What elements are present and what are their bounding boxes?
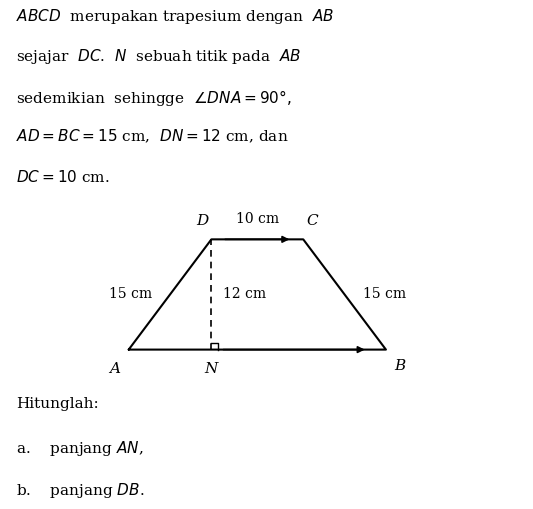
Text: sedemikian  sehingge  $\angle \mathit{DNA} = 90°,$: sedemikian sehingge $\angle \mathit{DNA}…: [16, 88, 292, 107]
Text: N: N: [205, 361, 218, 376]
Text: 12 cm: 12 cm: [223, 288, 266, 301]
Text: A: A: [109, 361, 120, 376]
Text: 15 cm: 15 cm: [363, 288, 406, 301]
Text: b.    panjang $\mathit{DB}$.: b. panjang $\mathit{DB}$.: [16, 481, 144, 500]
Text: sejajar  $\mathit{DC}$.  $\mathit{N}$  sebuah titik pada  $\mathit{AB}$: sejajar $\mathit{DC}$. $\mathit{N}$ sebu…: [16, 47, 301, 66]
Text: $\mathit{AD} = \mathit{BC} = 15$ cm,  $\mathit{DN} = 12$ cm, dan: $\mathit{AD} = \mathit{BC} = 15$ cm, $\m…: [16, 128, 288, 146]
Text: 10 cm: 10 cm: [236, 212, 279, 225]
Text: $\mathit{DC} = 10$ cm.: $\mathit{DC} = 10$ cm.: [16, 168, 110, 185]
Text: Hitunglah:: Hitunglah:: [16, 397, 99, 411]
Text: a.    panjang $\mathit{AN}$,: a. panjang $\mathit{AN}$,: [16, 439, 143, 458]
Text: B: B: [394, 359, 405, 373]
Text: D: D: [196, 214, 208, 229]
Text: C: C: [306, 214, 318, 229]
Text: $\mathit{ABCD}$  merupakan trapesium dengan  $\mathit{AB}$: $\mathit{ABCD}$ merupakan trapesium deng…: [16, 7, 334, 25]
Text: 15 cm: 15 cm: [109, 288, 152, 301]
